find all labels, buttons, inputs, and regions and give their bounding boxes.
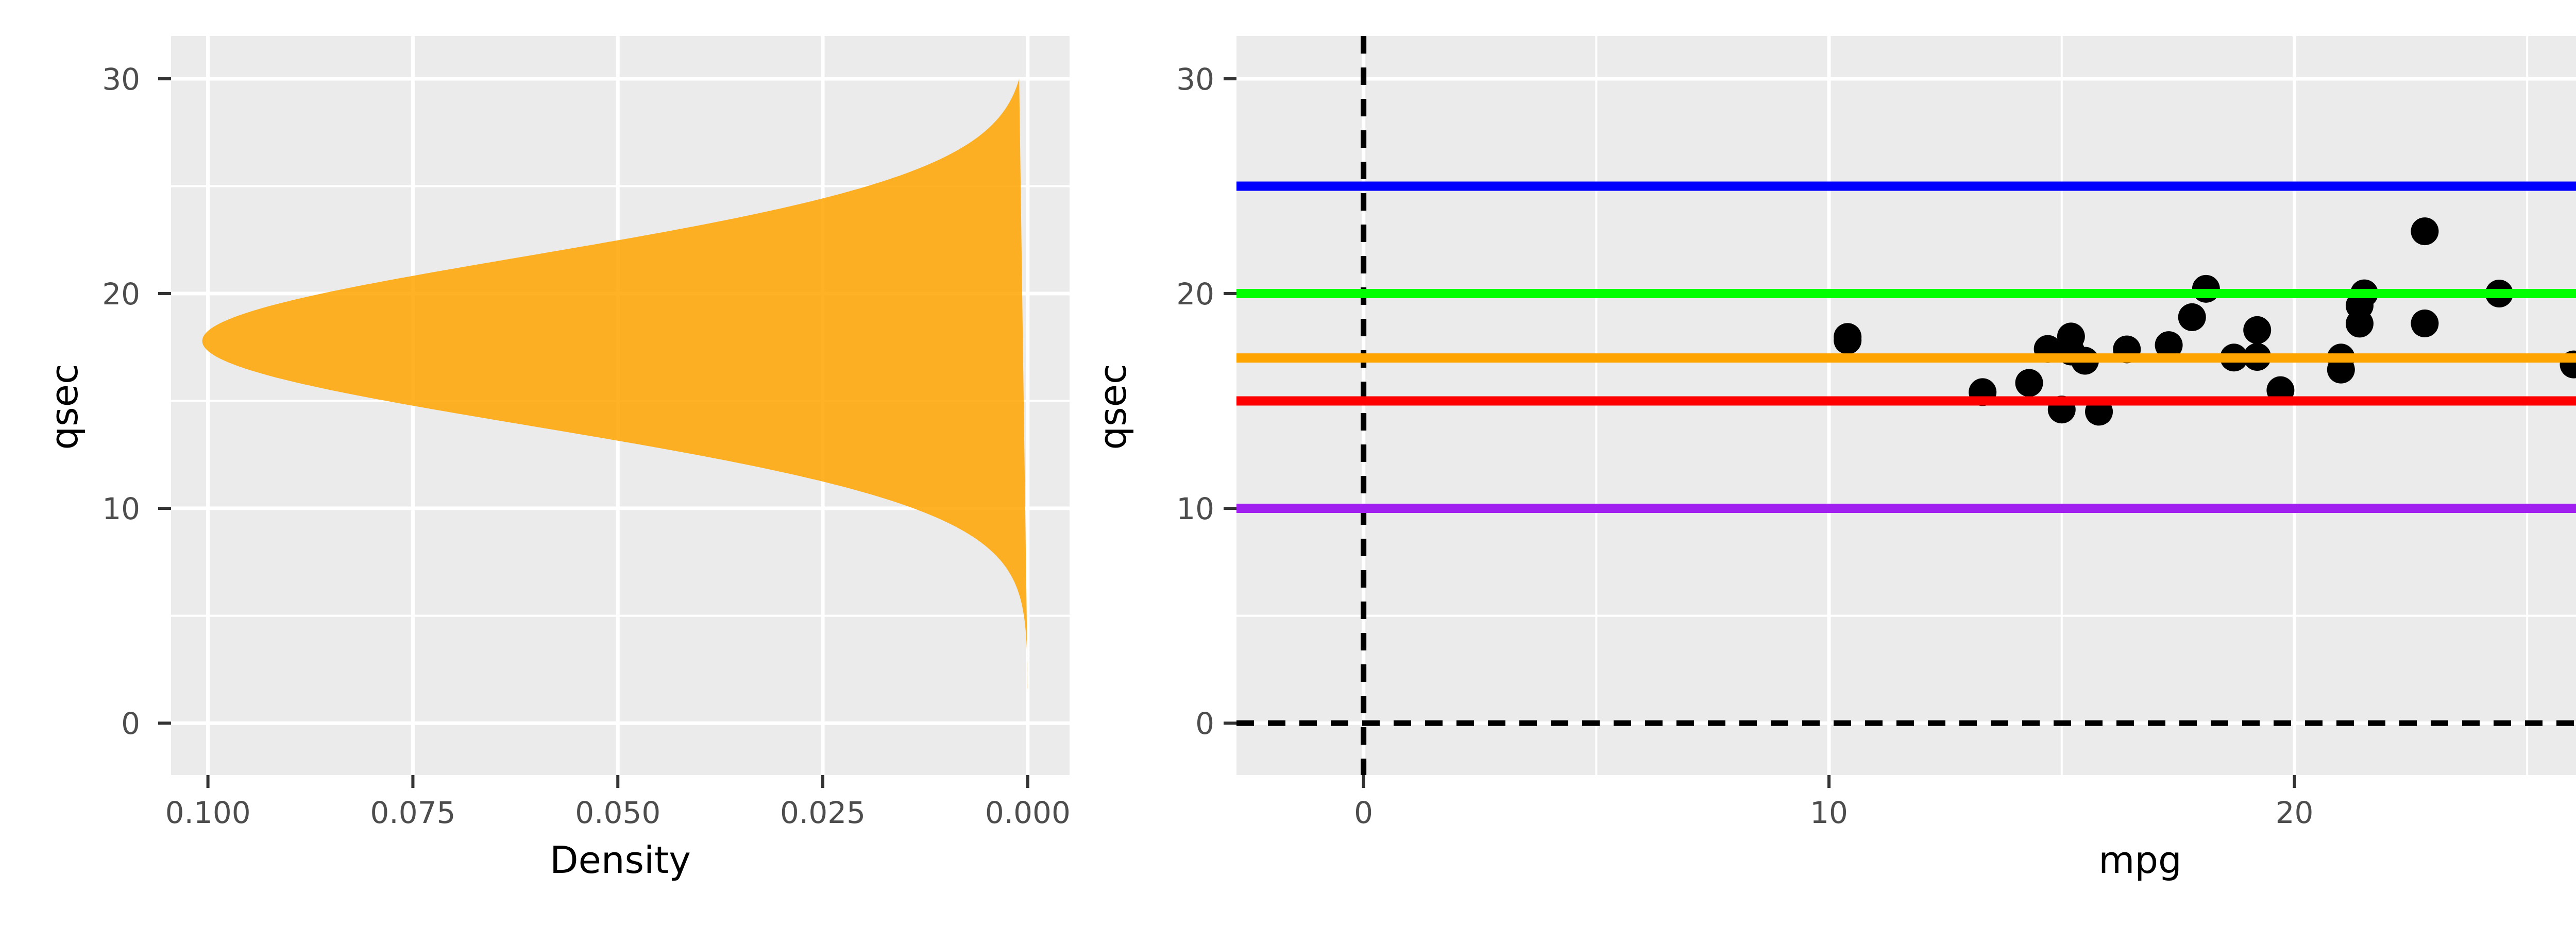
density-panel-x-tick-label: 0.075 bbox=[370, 795, 455, 830]
scatter-point bbox=[2155, 331, 2183, 359]
scatter-point bbox=[2178, 303, 2206, 331]
scatter-panel-x-tick-label: 10 bbox=[1810, 795, 1848, 830]
density-x-axis-title: Density bbox=[550, 838, 691, 882]
scatter-panel-y-tick-label: 10 bbox=[1176, 491, 1214, 526]
scatter-point bbox=[2192, 274, 2220, 303]
scatter-y-axis-title: qsec bbox=[1091, 364, 1134, 450]
scatter-panel-y-tick-label: 30 bbox=[1176, 62, 1214, 97]
density-panel-y-tick-label: 0 bbox=[121, 706, 140, 741]
density-y-axis-title: qsec bbox=[43, 364, 86, 450]
scatter-point bbox=[2411, 309, 2439, 337]
density-area bbox=[202, 79, 1028, 689]
density-panel-x-tick-label: 0.025 bbox=[780, 795, 866, 830]
density-panel-y-tick-label: 30 bbox=[102, 62, 140, 97]
scatter-point bbox=[2345, 310, 2374, 338]
scatter-panel-x-tick-label: 20 bbox=[2276, 795, 2314, 830]
density-panel-x-tick-label: 0.000 bbox=[985, 795, 1071, 830]
scatter-panel-y-tick-label: 20 bbox=[1176, 277, 1214, 312]
density-panel-x-tick-label: 0.050 bbox=[575, 795, 660, 830]
density-panel-x-tick-label: 0.100 bbox=[165, 795, 251, 830]
scatter-point bbox=[1834, 326, 1862, 354]
scatter-panel-x-tick-label: 0 bbox=[1354, 795, 1373, 830]
scatter-point bbox=[2411, 217, 2439, 246]
density-panel-y-tick-label: 10 bbox=[102, 491, 140, 526]
scatter-point bbox=[2015, 369, 2043, 397]
scatter-panel-y-tick-label: 0 bbox=[1195, 706, 1214, 741]
scatter-point bbox=[2243, 316, 2272, 344]
render-layer: 0.100 0.075 0.050 0.025 0.000 0 10 20 30 0 10 20 30 0… bbox=[102, 36, 2576, 830]
density-panel-y-tick-label: 20 bbox=[102, 277, 140, 312]
scatter-x-axis-title: mpg bbox=[2098, 838, 2182, 882]
